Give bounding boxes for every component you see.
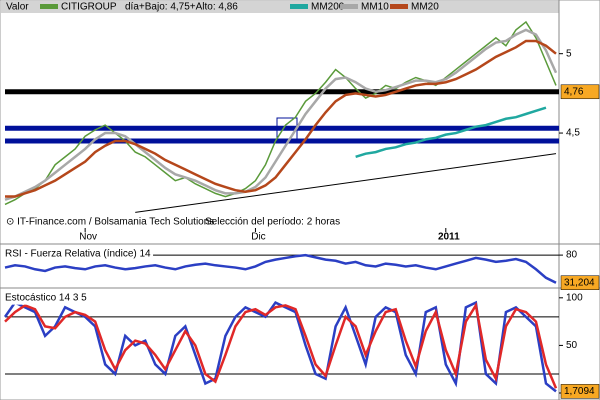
legend-label: CITIGROUP <box>61 2 117 13</box>
series-line <box>4 28 558 201</box>
panel-title: RSI - Fuerza Relativa (índice) 14 <box>5 249 151 260</box>
legend-swatch <box>40 4 58 9</box>
y-tick-label: 80 <box>566 250 578 261</box>
source: ⊙ IT-Finance.com / Bolsamania Tech Solut… <box>6 217 214 228</box>
last-value-box <box>560 384 600 399</box>
panel-title-bg <box>3 291 90 305</box>
header-range: día+Bajo: 4,75+Alto: 4,86 <box>125 2 238 13</box>
y-tick-label: 5 <box>566 48 572 59</box>
legend-label: MM20 <box>411 2 439 13</box>
period: Selección del período: 2 horas <box>205 217 340 228</box>
series-line <box>4 253 557 284</box>
y-tick-label: 50 <box>566 340 578 351</box>
last-value-label: 1,7094 <box>564 386 595 397</box>
panel-title: Estocástico 14 3 5 <box>5 293 87 304</box>
header-bar <box>1 1 559 13</box>
y-tick-label: 100 <box>566 292 583 303</box>
x-tick-label: 2011 <box>438 232 460 243</box>
trend-line <box>135 153 557 213</box>
series-line <box>355 106 547 159</box>
series-line <box>4 20 557 206</box>
legend-label: MM200 <box>311 2 345 13</box>
last-value-label: 4,76 <box>564 86 584 97</box>
last-value-box <box>560 275 600 291</box>
legend-swatch <box>290 4 308 9</box>
last-value-label: 31,204 <box>564 277 595 288</box>
x-tick-label: Dic <box>251 232 265 243</box>
legend-swatch <box>340 4 358 9</box>
legend-swatch <box>390 4 408 9</box>
last-value-box <box>560 84 600 100</box>
y-tick-label: 4,5 <box>566 128 580 139</box>
series-line <box>4 302 558 389</box>
panel-title-bg <box>3 247 154 261</box>
header-label: Valor <box>6 2 29 13</box>
series-line <box>3 300 557 393</box>
x-tick-label: Nov <box>79 232 97 243</box>
series-line <box>5 39 557 198</box>
legend-label: MM10 <box>361 2 389 13</box>
